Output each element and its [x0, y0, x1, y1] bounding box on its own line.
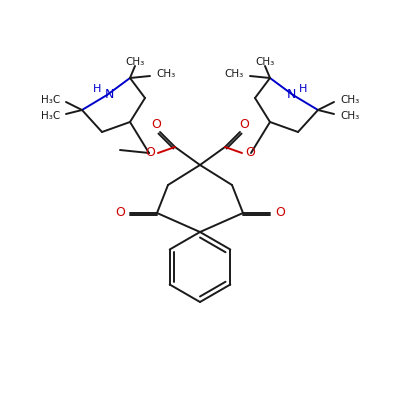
- Text: O: O: [115, 206, 125, 220]
- Text: N: N: [104, 88, 114, 102]
- Text: N: N: [286, 88, 296, 102]
- Text: CH₃: CH₃: [340, 95, 359, 105]
- Text: CH₃: CH₃: [255, 57, 275, 67]
- Text: CH₃: CH₃: [225, 69, 244, 79]
- Text: O: O: [145, 146, 155, 160]
- Text: O: O: [151, 118, 161, 130]
- Text: CH₃: CH₃: [125, 57, 145, 67]
- Text: CH₃: CH₃: [340, 111, 359, 121]
- Text: O: O: [275, 206, 285, 220]
- Text: H₃C: H₃C: [41, 111, 60, 121]
- Text: H₃C: H₃C: [41, 95, 60, 105]
- Text: H: H: [299, 84, 307, 94]
- Text: CH₃: CH₃: [156, 69, 175, 79]
- Text: O: O: [239, 118, 249, 130]
- Text: O: O: [245, 146, 255, 160]
- Text: H: H: [93, 84, 101, 94]
